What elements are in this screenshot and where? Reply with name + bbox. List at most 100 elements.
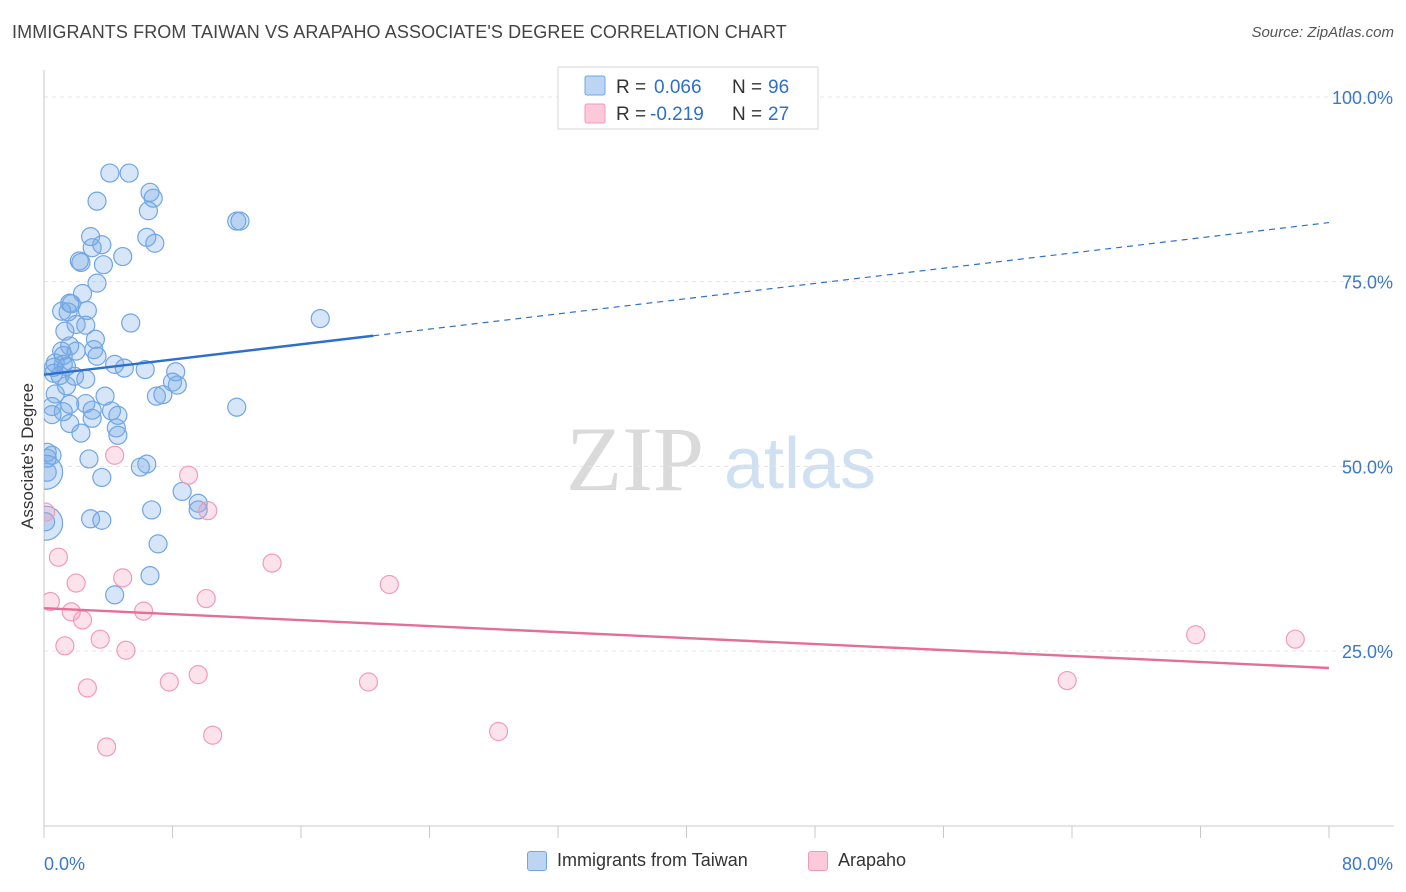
chart-title: IMMIGRANTS FROM TAIWAN VS ARAPAHO ASSOCI… xyxy=(12,22,787,42)
point-arapaho xyxy=(203,725,223,745)
point-taiwan xyxy=(53,402,73,422)
legend-n-value-arapaho: 27 xyxy=(768,104,789,125)
point-taiwan xyxy=(66,314,86,335)
source-label: Source: ZipAtlas.com xyxy=(1251,24,1394,41)
point-taiwan xyxy=(50,365,70,386)
point-taiwan xyxy=(172,481,192,502)
point-taiwan xyxy=(227,397,247,417)
point-taiwan xyxy=(44,512,56,532)
point-taiwan xyxy=(121,313,141,333)
point-taiwan xyxy=(76,315,96,335)
legend-item-taiwan[interactable]: Immigrants from Taiwan xyxy=(527,850,748,871)
point-arapaho xyxy=(116,640,136,660)
point-taiwan xyxy=(130,457,150,477)
legend-r-value-taiwan: 0.066 xyxy=(654,77,702,98)
point-taiwan xyxy=(79,449,99,469)
point-taiwan xyxy=(140,182,160,202)
point-taiwan xyxy=(230,211,250,231)
point-arapaho xyxy=(358,672,379,692)
point-arapaho xyxy=(66,573,86,593)
trend-lines xyxy=(44,221,1330,670)
point-taiwan xyxy=(93,255,114,275)
point-taiwan xyxy=(87,191,107,211)
stats-legend: R = 0.066 N = 96 R = -0.219 N = 27 xyxy=(557,66,819,130)
point-taiwan xyxy=(52,301,72,321)
legend-item-arapaho[interactable]: Arapaho xyxy=(808,850,906,871)
point-arapaho xyxy=(178,465,199,485)
series-legend: Immigrants from Taiwan Arapaho xyxy=(0,850,1406,880)
point-taiwan-large xyxy=(44,505,64,541)
point-taiwan xyxy=(44,405,62,425)
legend-swatch-arapaho xyxy=(584,103,606,124)
point-taiwan xyxy=(87,273,107,293)
point-arapaho xyxy=(105,445,125,465)
x-tick-label-min: 0.0% xyxy=(44,854,85,874)
point-taiwan xyxy=(114,358,134,378)
legend-n-value-taiwan: 96 xyxy=(768,77,789,98)
point-taiwan xyxy=(143,188,163,208)
point-taiwan xyxy=(92,510,112,530)
legend-r-value-arapaho: -0.219 xyxy=(650,104,704,125)
point-arapaho xyxy=(262,553,282,573)
trend-line-arapaho xyxy=(44,606,1330,670)
point-taiwan xyxy=(71,423,91,443)
point-taiwan xyxy=(45,384,65,404)
point-arapaho xyxy=(133,601,154,621)
point-arapaho xyxy=(55,636,75,656)
data-points xyxy=(44,163,1305,757)
x-tick-label-max: 80.0% xyxy=(1342,854,1393,874)
point-taiwan xyxy=(82,408,102,428)
y-tick-label-100: 100.0% xyxy=(1332,88,1393,108)
point-taiwan xyxy=(135,359,155,380)
point-taiwan xyxy=(142,500,162,520)
point-taiwan xyxy=(138,201,159,221)
x-axis-ticks xyxy=(43,826,1330,838)
point-taiwan xyxy=(55,321,75,341)
trend-line-taiwan xyxy=(44,334,374,376)
point-taiwan xyxy=(188,493,208,513)
legend-r-label-taiwan: R = xyxy=(616,77,646,98)
point-arapaho xyxy=(72,610,93,630)
point-taiwan xyxy=(140,566,160,586)
point-taiwan xyxy=(44,462,57,482)
point-taiwan xyxy=(82,238,102,258)
trend-line-taiwan-extension xyxy=(373,221,1330,337)
y-axis-label: Associate's Degree xyxy=(18,383,37,529)
point-arapaho xyxy=(44,591,61,612)
legend-swatch-taiwan xyxy=(584,75,606,96)
point-taiwan xyxy=(106,418,126,438)
point-taiwan xyxy=(82,400,102,420)
point-taiwan xyxy=(77,300,97,321)
point-taiwan xyxy=(146,386,167,406)
point-arapaho xyxy=(97,737,117,757)
grid-lines xyxy=(44,96,1394,652)
point-taiwan xyxy=(148,534,168,554)
point-arapaho xyxy=(113,568,133,588)
legend-n-label-taiwan: N = xyxy=(732,77,762,98)
point-taiwan xyxy=(92,467,112,488)
point-arapaho xyxy=(1285,629,1305,649)
watermark-zip: ZIP xyxy=(566,408,704,510)
point-arapaho xyxy=(1186,625,1206,645)
point-arapaho xyxy=(188,665,208,685)
legend-swatch-arapaho-bottom xyxy=(808,850,828,871)
point-arapaho xyxy=(90,629,110,649)
point-taiwan xyxy=(76,369,96,389)
point-arapaho xyxy=(159,672,179,692)
point-arapaho xyxy=(488,721,509,742)
point-taiwan xyxy=(119,163,139,183)
point-taiwan xyxy=(66,341,86,361)
point-taiwan xyxy=(145,233,165,253)
point-taiwan xyxy=(113,246,133,267)
point-taiwan xyxy=(100,163,120,183)
point-taiwan xyxy=(188,500,208,520)
legend-r-label-arapaho: R = xyxy=(616,104,646,125)
y-tick-label-25: 25.0% xyxy=(1342,642,1393,662)
point-arapaho xyxy=(1057,670,1077,691)
point-arapaho xyxy=(48,547,69,567)
point-taiwan xyxy=(108,425,128,445)
legend-swatch-taiwan-bottom xyxy=(527,850,547,871)
point-taiwan xyxy=(310,309,330,329)
y-axis-tick-labels: 25.0% 50.0% 75.0% 100.0% xyxy=(1332,88,1393,662)
legend-label-arapaho: Arapaho xyxy=(838,850,907,870)
